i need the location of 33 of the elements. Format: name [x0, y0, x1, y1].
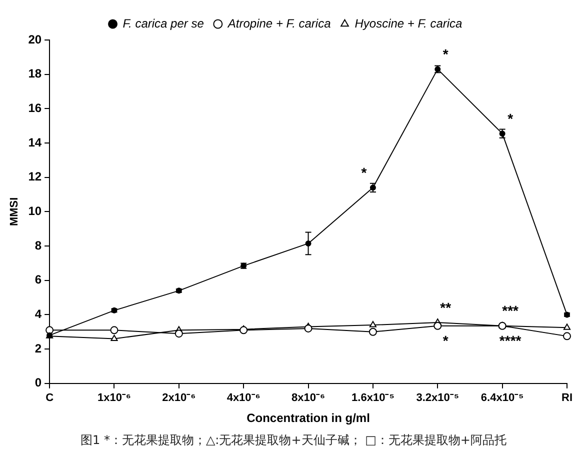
x-axis-title: Concentration in g/ml	[246, 411, 370, 426]
y-tick-label: 8	[34, 238, 42, 252]
annotation: ****	[499, 332, 522, 349]
x-tick-label: 2x10⁻⁶	[162, 392, 196, 404]
x-tick-label: C	[46, 392, 54, 404]
annotation: *	[508, 110, 514, 126]
y-axis-title: MMSI	[8, 197, 21, 226]
legend-label: Hyoscine + F. carica	[354, 16, 463, 30]
y-tick-label: 20	[28, 32, 42, 46]
y-tick-label: 12	[28, 170, 42, 184]
annotation: *	[442, 46, 449, 62]
annotation: **	[440, 299, 452, 316]
x-tick-label: 8x10⁻⁶	[292, 392, 326, 404]
y-tick-label: 2	[34, 341, 42, 356]
x-tick-label: 1.6x10⁻⁵	[352, 392, 394, 404]
y-tick-label: 10	[28, 204, 42, 218]
annotation: ***	[502, 302, 520, 319]
y-tick-label: 6	[34, 272, 42, 287]
x-tick-label: 3.2x10⁻⁵	[416, 392, 460, 404]
legend-label: F. carica per se	[122, 16, 204, 30]
caption: 图1 *：无花果提取物；△:无花果提取物+天仙子碱； □：无花果提取物+阿品托	[80, 432, 508, 449]
x-tick-label: 6.4x10⁻⁵	[480, 392, 524, 404]
y-tick-label: 18	[28, 66, 42, 81]
annotation: *	[442, 332, 449, 349]
legend-label: Atropine + F. carica	[226, 16, 332, 30]
annotation: *	[361, 164, 368, 181]
x-tick-label: 4x10⁻⁶	[226, 392, 260, 404]
y-tick-label: 16	[28, 100, 42, 115]
y-tick-label: 0	[34, 376, 42, 390]
y-tick-label: 14	[28, 135, 42, 150]
x-tick-label: 1x10⁻⁶	[97, 392, 132, 404]
y-tick-label: 4	[34, 307, 42, 322]
x-tick-label: RI	[562, 392, 572, 404]
